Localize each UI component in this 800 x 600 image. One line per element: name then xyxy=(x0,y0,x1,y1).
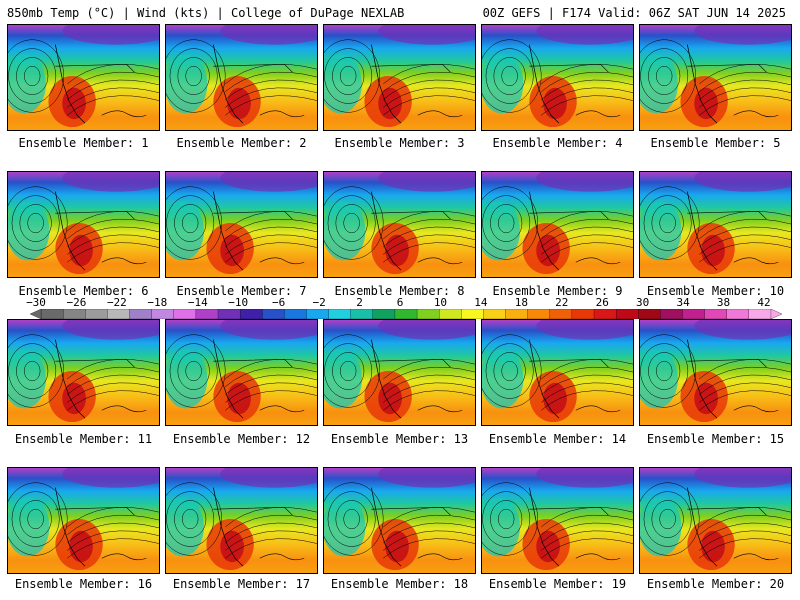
colorbar-swatch xyxy=(483,309,506,319)
colorbar-swatch xyxy=(107,309,130,319)
ensemble-member-label: Ensemble Member: 8 xyxy=(334,284,465,298)
colorbar-swatch xyxy=(638,309,661,319)
map-title: 850mb Temp (°C) | Wind (kts) | College o… xyxy=(7,6,405,20)
colorbar-swatch xyxy=(416,309,440,319)
ensemble-member-label: Ensemble Member: 5 xyxy=(650,136,781,150)
ensemble-map-panel xyxy=(165,171,318,278)
ensemble-member-label: Ensemble Member: 20 xyxy=(646,577,785,591)
ensemble-map-panel xyxy=(481,171,634,278)
colorbar-swatch xyxy=(748,309,772,319)
colorbar-swatch xyxy=(217,309,241,319)
ensemble-member-label: Ensemble Member: 7 xyxy=(176,284,307,298)
colorbar-swatch xyxy=(571,309,595,319)
ensemble-member-label: Ensemble Member: 4 xyxy=(492,136,623,150)
colorbar-swatch xyxy=(40,309,64,319)
colorbar-swatch xyxy=(372,309,396,319)
ensemble-member-label: Ensemble Member: 3 xyxy=(334,136,465,150)
colorbar-tick-label: 14 xyxy=(474,296,488,309)
colorbar-swatch xyxy=(262,309,285,319)
colorbar-tick-label: 42 xyxy=(757,296,771,309)
valid-time: 00Z GEFS | F174 Valid: 06Z SAT JUN 14 20… xyxy=(482,6,786,20)
colorbar-swatch xyxy=(527,309,551,319)
colorbar-tick-label: 6 xyxy=(396,296,404,309)
ensemble-member-label: Ensemble Member: 6 xyxy=(18,284,149,298)
ensemble-map-panel xyxy=(323,171,476,278)
colorbar-tick-label: 10 xyxy=(433,296,448,309)
ensemble-map-panel xyxy=(7,24,160,131)
colorbar-tick-label: 18 xyxy=(514,296,528,309)
colorbar-tick-label: −6 xyxy=(272,296,286,309)
colorbar-swatch xyxy=(63,309,86,319)
colorbar-tick-label: −18 xyxy=(147,296,168,309)
colorbar-swatch xyxy=(593,309,617,319)
colorbar-swatch xyxy=(726,309,750,319)
colorbar-tick-label: 26 xyxy=(595,296,609,309)
colorbar-swatch xyxy=(85,309,108,319)
colorbar-swatch xyxy=(549,309,573,319)
ensemble-member-label: Ensemble Member: 18 xyxy=(330,577,469,591)
ensemble-map-panel xyxy=(323,319,476,426)
ensemble-member-label: Ensemble Member: 15 xyxy=(646,432,785,446)
ensemble-map-panel xyxy=(165,319,318,426)
colorbar-swatch xyxy=(704,309,728,319)
colorbar-swatch xyxy=(239,309,263,319)
colorbar-tick-label: −2 xyxy=(312,296,326,309)
ensemble-member-label: Ensemble Member: 19 xyxy=(488,577,627,591)
ensemble-map-panel xyxy=(481,24,634,131)
colorbar-tick-label: −10 xyxy=(228,296,249,309)
ensemble-member-label: Ensemble Member: 1 xyxy=(18,136,149,150)
colorbar-swatch xyxy=(195,309,219,319)
ensemble-map-panel xyxy=(7,467,160,574)
ensemble-member-label: Ensemble Member: 10 xyxy=(646,284,785,298)
ensemble-member-label: Ensemble Member: 17 xyxy=(172,577,311,591)
colorbar-swatch xyxy=(439,309,462,319)
ensemble-member-label: Ensemble Member: 14 xyxy=(488,432,627,446)
ensemble-map-panel xyxy=(165,24,318,131)
ensemble-map-panel xyxy=(639,467,792,574)
colorbar-swatch xyxy=(660,309,683,319)
ensemble-map-panel xyxy=(165,467,318,574)
ensemble-member-label: Ensemble Member: 11 xyxy=(14,432,153,446)
ensemble-map-panel xyxy=(323,467,476,574)
colorbar-tick-label: 30 xyxy=(636,296,650,309)
colorbar-swatch xyxy=(682,309,706,319)
colorbar-swatch xyxy=(350,309,374,319)
colorbar-swatch xyxy=(306,309,330,319)
colorbar-tick-label: 34 xyxy=(676,296,690,309)
ensemble-member-label: Ensemble Member: 12 xyxy=(172,432,311,446)
colorbar-swatch xyxy=(505,309,529,319)
colorbar-tick-label: −30 xyxy=(26,296,46,309)
colorbar-swatch xyxy=(173,309,197,319)
ensemble-map-panel xyxy=(481,319,634,426)
colorbar-swatch xyxy=(328,309,352,319)
ensemble-map-panel xyxy=(7,319,160,426)
ensemble-map-panel xyxy=(639,319,792,426)
colorbar-swatch xyxy=(394,309,418,319)
ensemble-map-panel xyxy=(481,467,634,574)
ensemble-map-panel xyxy=(323,24,476,131)
ensemble-member-label: Ensemble Member: 2 xyxy=(176,136,307,150)
colorbar-swatch xyxy=(129,309,153,319)
colorbar-swatch xyxy=(284,309,307,319)
colorbar-swatch xyxy=(461,309,484,319)
ensemble-member-label: Ensemble Member: 9 xyxy=(492,284,623,298)
colorbar-right-arrow xyxy=(770,309,782,319)
ensemble-map-panel xyxy=(7,171,160,278)
colorbar-tick-label: −26 xyxy=(66,296,87,309)
colorbar-swatch xyxy=(615,309,639,319)
colorbar-swatch xyxy=(151,309,175,319)
ensemble-map-panel xyxy=(639,171,792,278)
ensemble-member-label: Ensemble Member: 16 xyxy=(14,577,153,591)
colorbar-tick-label: 2 xyxy=(356,296,363,309)
colorbar-tick-label: 22 xyxy=(555,296,569,309)
colorbar-tick-label: 38 xyxy=(716,296,731,309)
colorbar-tick-label: −22 xyxy=(106,296,127,309)
ensemble-map-panel xyxy=(639,24,792,131)
ensemble-member-label: Ensemble Member: 13 xyxy=(330,432,469,446)
colorbar-tick-label: −14 xyxy=(187,296,208,309)
colorbar-left-arrow xyxy=(30,309,42,319)
